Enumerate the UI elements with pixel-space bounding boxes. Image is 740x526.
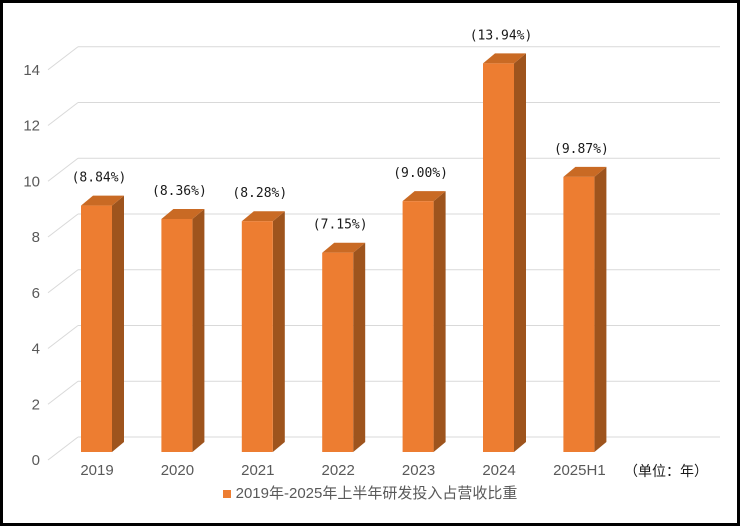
- bar: [81, 205, 112, 452]
- y-tick-label: 8: [32, 229, 40, 246]
- grid-layer: 0 2 4 6 8 10 12 14: [23, 46, 720, 469]
- value-label: (13.94%): [470, 28, 533, 43]
- bar: [161, 218, 193, 452]
- bar-top-face: [483, 53, 526, 64]
- legend-swatch: [222, 489, 231, 498]
- bar-side-face: [594, 166, 607, 452]
- value-label: (7.15%): [313, 218, 368, 233]
- x-axis-label: 2024: [482, 462, 515, 479]
- y-tick-label: 10: [23, 173, 40, 190]
- y-tick-label: 4: [32, 341, 40, 358]
- chart-legend: 2019年-2025年上半年研发投入占营收比重: [0, 486, 740, 501]
- value-label: (9.87%): [554, 142, 609, 157]
- bar-side-face: [192, 208, 205, 452]
- bar-top-face: [563, 166, 607, 177]
- y-tick-label: 0: [32, 452, 40, 469]
- value-label: (8.28%): [232, 186, 287, 201]
- label-layer: (8.84%) 2019 (8.36%) 2020 (8.28%) 2021 (7.15%)…: [72, 28, 609, 479]
- y-tick-label: 12: [23, 118, 40, 135]
- bar-side-face: [272, 211, 285, 452]
- legend-label: 2019年-2025年上半年研发投入占营收比重: [235, 485, 518, 502]
- x-axis-label: 2023: [402, 462, 435, 479]
- bar-layer: [81, 53, 607, 453]
- bar-top-face: [241, 211, 285, 222]
- bar-top-face: [161, 208, 205, 219]
- bar: [402, 201, 434, 452]
- x-axis-label: 2021: [241, 462, 274, 479]
- gridline-diagonal: [47, 269, 79, 294]
- bar: [322, 252, 354, 452]
- bar-top-face: [81, 195, 124, 206]
- gridline-diagonal: [47, 325, 79, 349]
- bar: [563, 176, 595, 452]
- bar-side-face: [112, 195, 124, 452]
- gridline-diagonal: [47, 436, 79, 461]
- gridline-diagonal: [47, 380, 79, 405]
- bar: [483, 63, 514, 453]
- value-label: (8.36%): [152, 184, 207, 199]
- gridline-diagonal: [47, 46, 79, 71]
- gridline-diagonal: [47, 213, 79, 238]
- x-axis-label: 2020: [161, 462, 194, 479]
- unit-label: （单位：年）: [624, 463, 708, 479]
- x-axis-label: 2025H1: [553, 462, 606, 479]
- value-label: (8.84%): [72, 171, 127, 186]
- x-axis-label: 2019: [80, 462, 113, 479]
- bar-top-face: [402, 191, 446, 202]
- value-label: (9.00%): [393, 166, 448, 181]
- x-axis-label: 2022: [322, 462, 355, 479]
- gridline-diagonal: [47, 102, 79, 126]
- gridline-diagonal: [47, 157, 79, 182]
- bar-side-face: [353, 242, 366, 452]
- y-tick-label: 14: [23, 62, 40, 79]
- bar-top-face: [322, 242, 366, 253]
- y-tick-label: 2: [32, 396, 40, 413]
- bar-side-face: [514, 53, 526, 453]
- bar-side-face: [433, 191, 446, 452]
- bar: [241, 221, 273, 452]
- y-tick-label: 6: [32, 285, 40, 302]
